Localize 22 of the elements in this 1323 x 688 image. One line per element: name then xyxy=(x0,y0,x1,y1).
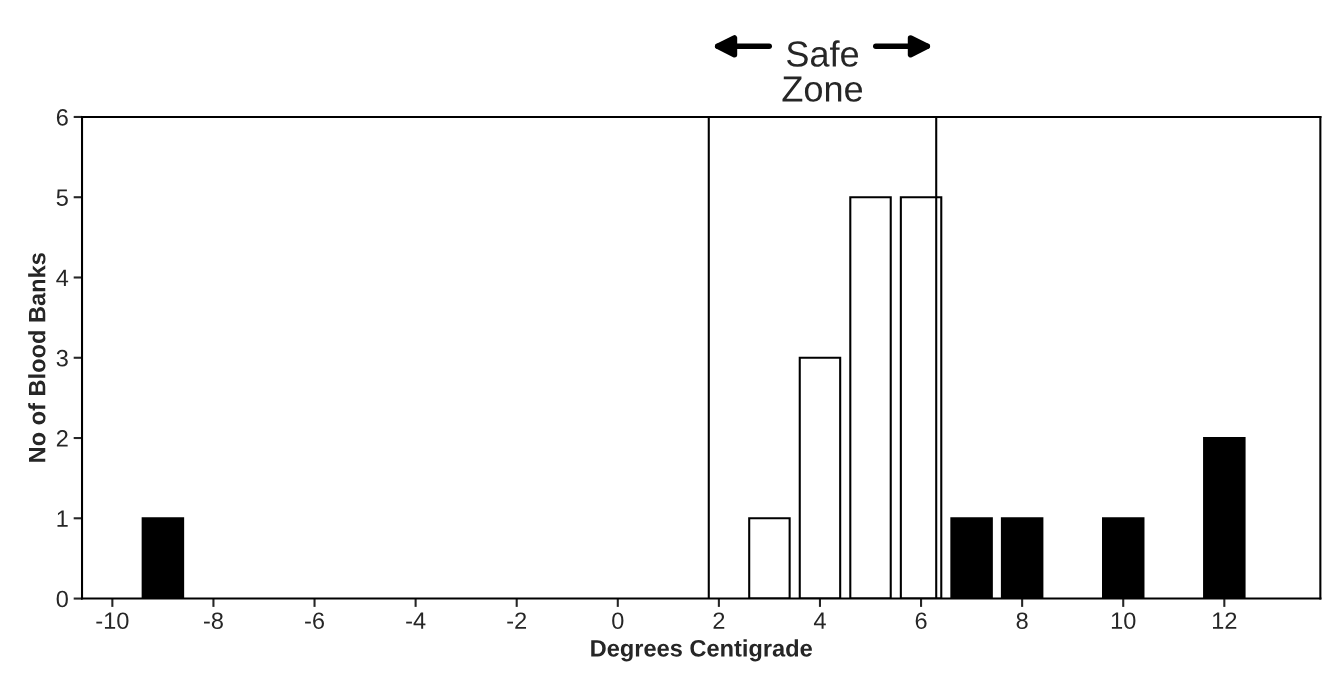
text: Safe Zone xyxy=(782,40,863,102)
x-tick-label: 6 xyxy=(915,612,927,630)
x-axis-title: Degrees Centigrade xyxy=(591,639,812,662)
y-tick-label: 3 xyxy=(56,349,68,367)
x-tick-label: 12 xyxy=(1212,612,1237,629)
x-tick-label: -10 xyxy=(96,612,129,630)
x-tick-label: -6 xyxy=(305,612,324,630)
x-tick-label: -4 xyxy=(406,612,426,629)
x-tick-label: -8 xyxy=(203,612,223,630)
y-tick-label: 2 xyxy=(56,430,68,447)
y-axis-title: No of Blood Banks xyxy=(28,253,46,462)
y-tick-label: 5 xyxy=(56,189,68,207)
y-tick-label: 1 xyxy=(57,510,68,527)
x-tick-label: 10 xyxy=(1111,612,1136,630)
x-tick-label: 8 xyxy=(1016,612,1028,630)
x-tick-label: -2 xyxy=(507,612,527,629)
x-tick-label: 0 xyxy=(612,612,624,630)
x-tick-label: 4 xyxy=(813,612,826,629)
y-tick-label: 6 xyxy=(56,109,68,126)
y-tick-label: 0 xyxy=(56,590,68,608)
y-tick-label: 4 xyxy=(56,269,69,287)
x-tick-label: 2 xyxy=(713,612,725,629)
